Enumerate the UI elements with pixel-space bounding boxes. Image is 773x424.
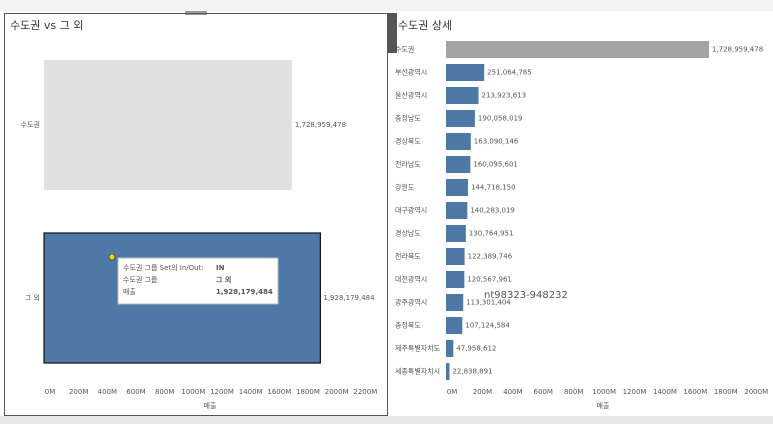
bar <box>446 202 468 219</box>
tooltip-value: 1,928,179,484 <box>216 288 273 296</box>
x-tick-label: 1800M <box>296 388 320 396</box>
y-tick-label: 수도권 <box>21 121 40 129</box>
y-tick-label: 세종특별자치시 <box>395 367 440 376</box>
y-tick-label: 강원도 <box>395 183 415 192</box>
value-label: 190,058,019 <box>478 115 523 123</box>
bar <box>446 294 464 311</box>
x-tick-label: 800M <box>564 388 583 396</box>
y-tick-label: 그 외 <box>25 293 40 302</box>
bar <box>446 64 485 81</box>
y-tick-label: 충청남도 <box>395 114 421 123</box>
value-label: 160,095,601 <box>473 161 518 169</box>
bar <box>446 133 471 150</box>
x-tick-label: 1400M <box>239 388 263 396</box>
x-tick-label: 1600M <box>267 388 291 396</box>
y-tick-label: 대전광역시 <box>395 275 427 284</box>
x-tick-label: 600M <box>534 388 553 396</box>
x-tick-label: 0M <box>45 388 56 396</box>
y-tick-label: 수도권 <box>395 46 414 54</box>
value-label: 120,567,961 <box>467 276 512 284</box>
chart-title: 수도권 vs 그 외 <box>10 19 83 32</box>
bar <box>446 363 450 380</box>
tooltip-key: 수도권 그룹 Set의 In/Out: <box>123 263 204 272</box>
x-axis-title: 매출 <box>204 401 217 410</box>
x-tick-label: 1000M <box>592 388 616 396</box>
x-tick-label: 0M <box>447 388 458 396</box>
x-tick-label: 200M <box>473 388 492 396</box>
y-tick-label: 충청북도 <box>395 321 421 330</box>
y-tick-label: 경상남도 <box>395 229 421 238</box>
y-tick-label: 광주광역시 <box>395 298 427 307</box>
bar <box>446 271 465 288</box>
x-axis-title: 매출 <box>597 401 610 410</box>
x-tick-label: 1200M <box>623 388 647 396</box>
tooltip-value: 그 외 <box>216 275 231 284</box>
y-tick-label: 제주특별자치도 <box>395 344 441 353</box>
x-tick-label: 800M <box>155 388 174 396</box>
cursor <box>108 253 116 261</box>
x-tick-label: 1200M <box>210 388 234 396</box>
value-label: 122,389,746 <box>468 253 513 261</box>
bar <box>446 340 454 357</box>
x-tick-label: 200M <box>69 388 88 396</box>
x-tick-label: 400M <box>98 388 117 396</box>
bar <box>446 248 465 265</box>
x-tick-label: 1400M <box>653 388 677 396</box>
y-tick-label: 대구광역시 <box>395 206 427 215</box>
bar <box>446 87 479 104</box>
value-label: 144,718,150 <box>471 184 516 192</box>
bar <box>446 225 466 242</box>
y-tick-label: 울산광역시 <box>395 91 427 100</box>
panel-border <box>4 13 388 416</box>
y-tick-label: 부산광역시 <box>395 68 427 77</box>
x-tick-label: 1800M <box>714 388 738 396</box>
x-tick-label: 2000M <box>744 388 768 396</box>
y-tick-label: 경상북도 <box>395 137 421 146</box>
bar <box>446 110 475 127</box>
bar <box>446 179 469 196</box>
x-tick-label: 1600M <box>683 388 707 396</box>
value-label: 130,764,951 <box>469 230 514 238</box>
tooltip <box>117 257 279 305</box>
value-label: 251,064,785 <box>487 69 532 77</box>
tooltip-key: 매출 <box>123 287 136 296</box>
x-tick-label: 400M <box>503 388 522 396</box>
bar <box>446 156 471 173</box>
x-tick-label: 2000M <box>325 388 349 396</box>
bar <box>44 60 292 190</box>
value-label: 213,923,613 <box>482 92 527 100</box>
tab-strip <box>0 416 773 424</box>
panel-controls[interactable] <box>388 13 397 53</box>
value-label: 1,928,179,484 <box>323 294 375 302</box>
value-label: 113,301,404 <box>466 299 511 307</box>
value-label: 22,838,891 <box>452 368 492 376</box>
x-tick-label: 1000M <box>181 388 205 396</box>
value-label: 140,283,019 <box>470 207 515 215</box>
value-label: 1,728,959,478 <box>712 46 763 54</box>
watermark: nt98323-948232 <box>484 290 568 301</box>
chart-title: 수도권 상세 <box>398 19 452 32</box>
bar <box>446 317 463 334</box>
value-label: 163,090,146 <box>474 138 519 146</box>
toolbar <box>0 0 773 11</box>
bar <box>446 41 709 58</box>
tooltip-value: IN <box>216 264 225 272</box>
value-label: 1,728,959,478 <box>295 121 346 129</box>
value-label: 107,124,584 <box>465 322 510 330</box>
y-tick-label: 전라남도 <box>395 160 421 169</box>
value-label: 47,958,612 <box>456 345 496 353</box>
x-tick-label: 600M <box>126 388 145 396</box>
y-tick-label: 전라북도 <box>395 252 421 261</box>
tooltip-key: 수도권 그룹 <box>123 276 158 284</box>
x-tick-label: 2200M <box>353 388 377 396</box>
